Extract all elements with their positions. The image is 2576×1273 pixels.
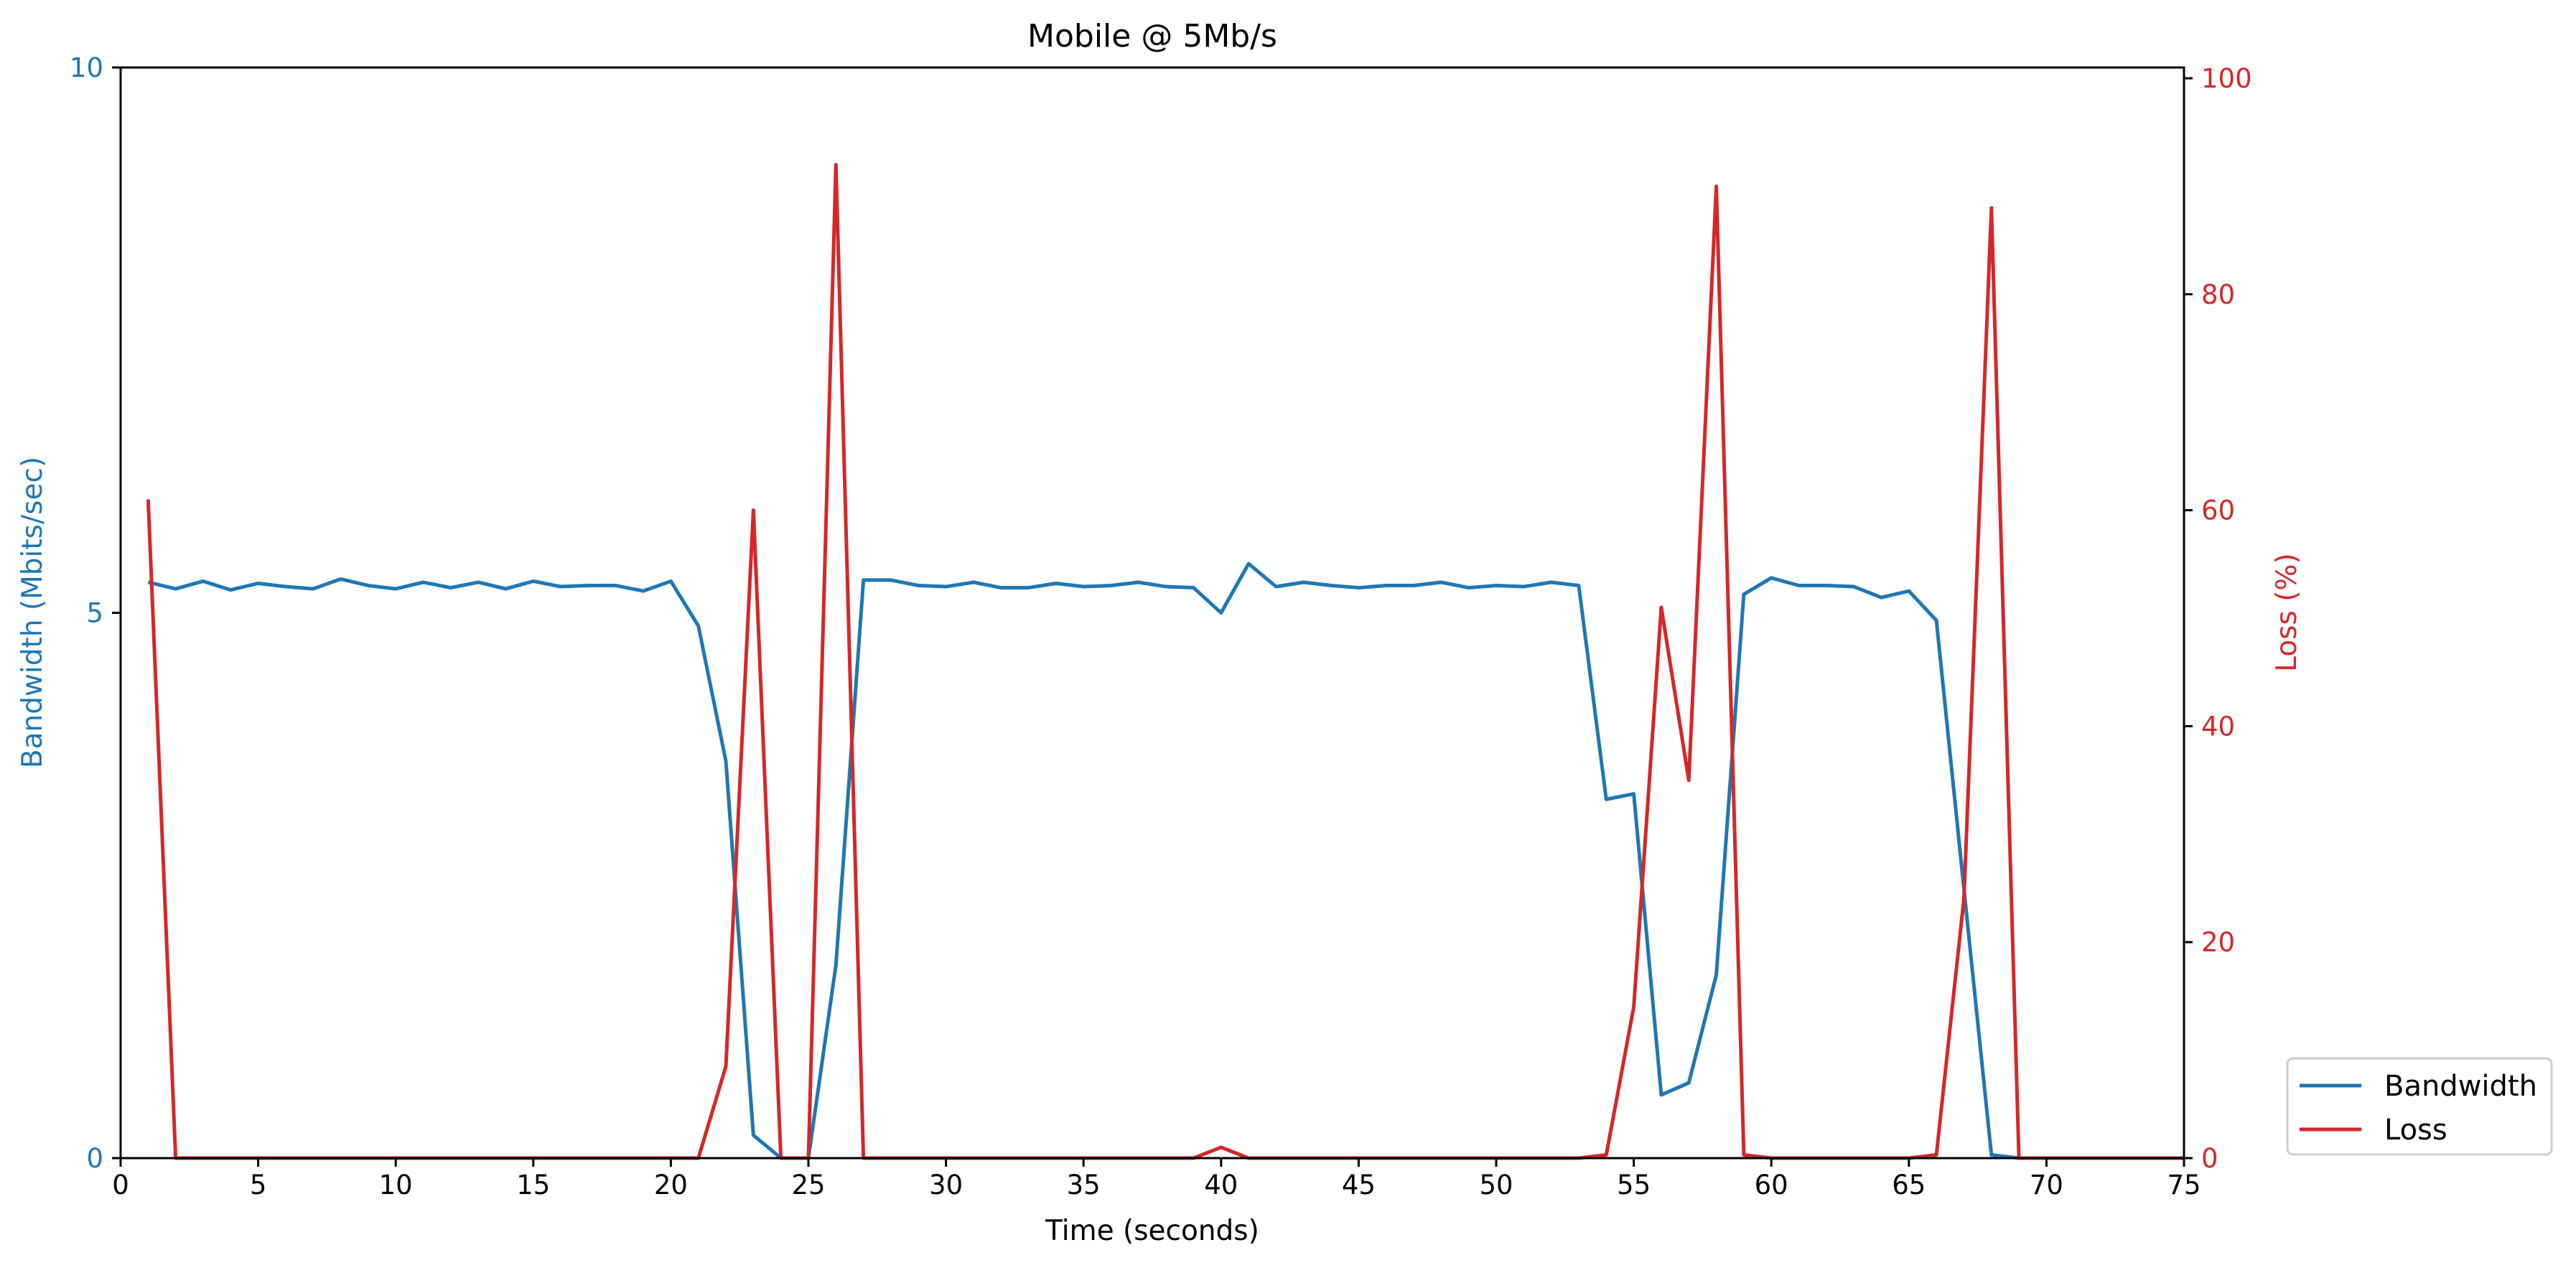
legend-label-bandwidth: Bandwidth [2384,1070,2537,1103]
x-tick-label: 75 [2167,1170,2201,1200]
x-tick-label: 60 [1755,1170,1788,1200]
x-tick-label: 35 [1067,1170,1101,1200]
x-tick-label: 20 [654,1170,688,1200]
y-right-tick-label: 80 [2201,279,2235,310]
y-right-tick-label: 40 [2201,711,2235,742]
x-tick-label: 15 [516,1170,550,1200]
y-left-tick-label: 10 [70,52,103,83]
x-tick-label: 10 [379,1170,413,1200]
y-right-tick-label: 0 [2201,1143,2218,1174]
legend-label-loss: Loss [2384,1114,2447,1147]
series-line-bandwidth [147,561,2184,1160]
x-tick-label: 40 [1204,1170,1238,1200]
x-tick-label: 25 [791,1170,825,1200]
y-left-tick-label: 0 [86,1143,103,1174]
x-tick-label: 65 [1892,1170,1926,1200]
y-right-tick-label: 100 [2201,63,2252,94]
x-tick-label: 0 [112,1170,129,1200]
y-axis-right-title: Loss (%) [2271,553,2303,671]
legend: Bandwidth Loss [2286,1057,2553,1156]
x-tick-label: 55 [1617,1170,1651,1200]
x-axis-title: Time (seconds) [1045,1215,1259,1247]
x-tick-label: 5 [250,1170,267,1200]
y-right-tick-label: 60 [2201,495,2235,526]
y-right-tick-label: 20 [2201,927,2235,958]
x-tick-label: 70 [2030,1170,2063,1200]
x-tick-label: 30 [929,1170,963,1200]
x-tick-label: 45 [1342,1170,1376,1200]
x-tick-label: 50 [1479,1170,1513,1200]
y-left-tick-label: 5 [86,598,103,629]
axes: 0 5 10 15 20 25 30 35 40 45 50 55 60 65 70 750510020406… [70,52,2252,1200]
chart-title: Mobile @ 5Mb/s [1027,18,1277,55]
y-axis-left-title: Bandwidth (Mbits/sec) [17,457,49,768]
